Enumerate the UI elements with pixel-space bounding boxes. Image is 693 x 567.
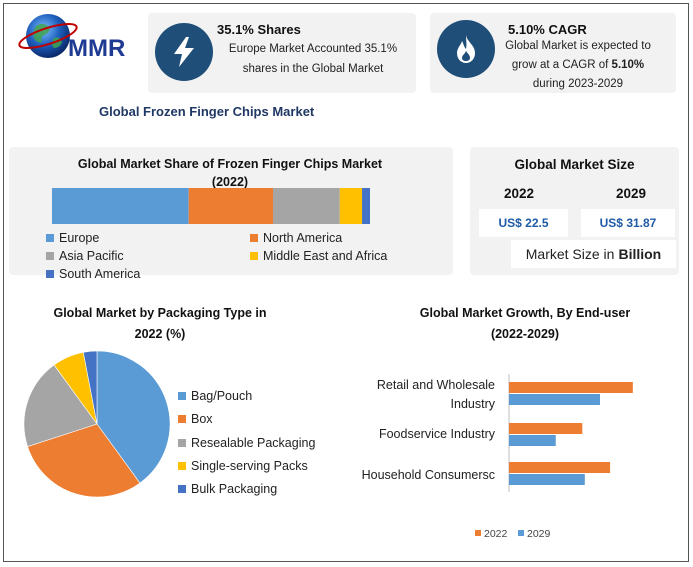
category-label: Retail and Wholesale [377,378,495,392]
flame-icon [437,20,495,78]
lightning-icon [155,23,213,81]
category-label: Household Consumersc [362,468,495,482]
end-user-chart-title: Global Market Growth, By End-user (2022-2… [395,303,655,345]
bar-segment-europe [52,188,189,224]
end-user-bar-chart: Retail and Wholesale Industry Foodservice … [362,374,633,540]
legend-item-middle-east-and-africa: Middle East and Africa [250,249,387,263]
pie-legend-item: Box [178,412,213,426]
title-line: 2022 (%) [134,327,186,341]
legend-swatch [46,234,54,242]
bar-segment-north-america [188,188,274,224]
logo: MMR [14,12,144,68]
legend-label: Asia Pacific [59,249,124,263]
bar-segment-asia-pacific [273,188,340,224]
category-label: Foodservice Industry [379,427,496,441]
legend-item-europe: Europe [46,231,99,245]
legend-item-asia-pacific: Asia Pacific [46,249,124,263]
title-line: Global Market Growth, By End-user [419,306,631,320]
market-size-title: Global Market Size [514,157,635,172]
bar-2022-household-consumersc [509,462,611,473]
market-size-value-2022: US$ 22.5 [479,209,568,237]
cagr-card-line-1: Global Market is expected to [505,40,651,52]
shares-card-line-1: Europe Market Accounted 35.1% [228,43,398,55]
bar-2022-foodservice-industry [509,423,583,434]
market-size-year-2029: 2029 [615,186,647,201]
legend-swatch [518,530,524,536]
market-size-year-2022: 2022 [503,186,535,201]
market-size-unit-note: Market Size in Billion [511,240,676,268]
shares-card-line-2: shares in the Global Market [242,63,384,75]
legend-label: Bag/Pouch [191,389,253,403]
infographic-frame [3,3,689,562]
bar-2029-retail-and-wholesale-industry [509,394,600,405]
legend-swatch [46,270,54,278]
bar-segment-south-america [362,188,370,224]
legend-swatch [475,530,481,536]
pie-legend-item: Bag/Pouch [178,389,252,403]
legend-label: Middle East and Africa [263,249,388,263]
pie-legend-item: Resealable Packaging [178,436,315,450]
legend-swatch [250,252,258,260]
cagr-card-title: 5.10% CAGR [508,22,587,37]
bar-segment-middle-east-and-africa [339,188,363,224]
legend-label: Box [191,412,213,427]
legend-swatch [250,234,258,242]
globe-icon [18,14,78,58]
packaging-pie-chart [23,350,171,498]
pie-legend-item: Single-serving Packs [178,459,308,473]
pie-slice-resealable-packaging [23,364,98,447]
bar-2029-household-consumersc [509,474,585,485]
legend-label: 2022 [484,528,508,540]
main-title: Global Frozen Finger Chips Market [99,104,315,119]
legend-item-north-america: North America [250,231,342,245]
title-line: (2022-2029) [490,327,560,341]
pie-legend-item: Bulk Packaging [178,482,277,496]
legend-label: Europe [59,231,100,245]
legend-label: Bulk Packaging [191,482,278,497]
pie-slice-bag-pouch [96,350,171,484]
packaging-chart-title: Global Market by Packaging Type in 2022 (… [30,303,290,345]
cagr-card-line-2: grow at a CAGR of 5.10% [511,59,645,71]
title-line: Global Market Share of Frozen Finger Chi… [77,157,383,171]
bar-2022-retail-and-wholesale-industry [509,382,633,393]
legend-label: Single-serving Packs [191,458,308,473]
legend-swatch [178,485,186,494]
legend-label: North America [263,231,343,245]
bar-2029-foodservice-industry [509,435,556,446]
pie-slice-bulk-packaging [82,350,98,425]
legend-swatch [178,392,186,400]
legend-item-south-america: South America [46,267,140,281]
title-line: Global Market by Packaging Type in [53,306,267,320]
legend-swatch [46,252,54,260]
logo-text: MMR [68,35,125,62]
pie-slice-box [27,423,141,498]
legend-label: South America [59,267,141,281]
market-size-value-2029: US$ 31.87 [581,209,675,237]
category-label: Industry [451,397,496,411]
market-share-title: Global Market Share of Frozen Finger Chi… [60,155,400,191]
legend-swatch [178,461,186,470]
legend-label: 2029 [527,528,551,540]
title-line: (2022) [211,175,249,189]
market-share-bar-chart [52,188,370,224]
cagr-card-line-3: during 2023-2029 [532,78,624,90]
legend-label: Resealable Packaging [191,435,316,450]
legend-swatch [178,438,186,447]
shares-card-title: 35.1% Shares [217,22,301,37]
legend-swatch [178,415,186,424]
